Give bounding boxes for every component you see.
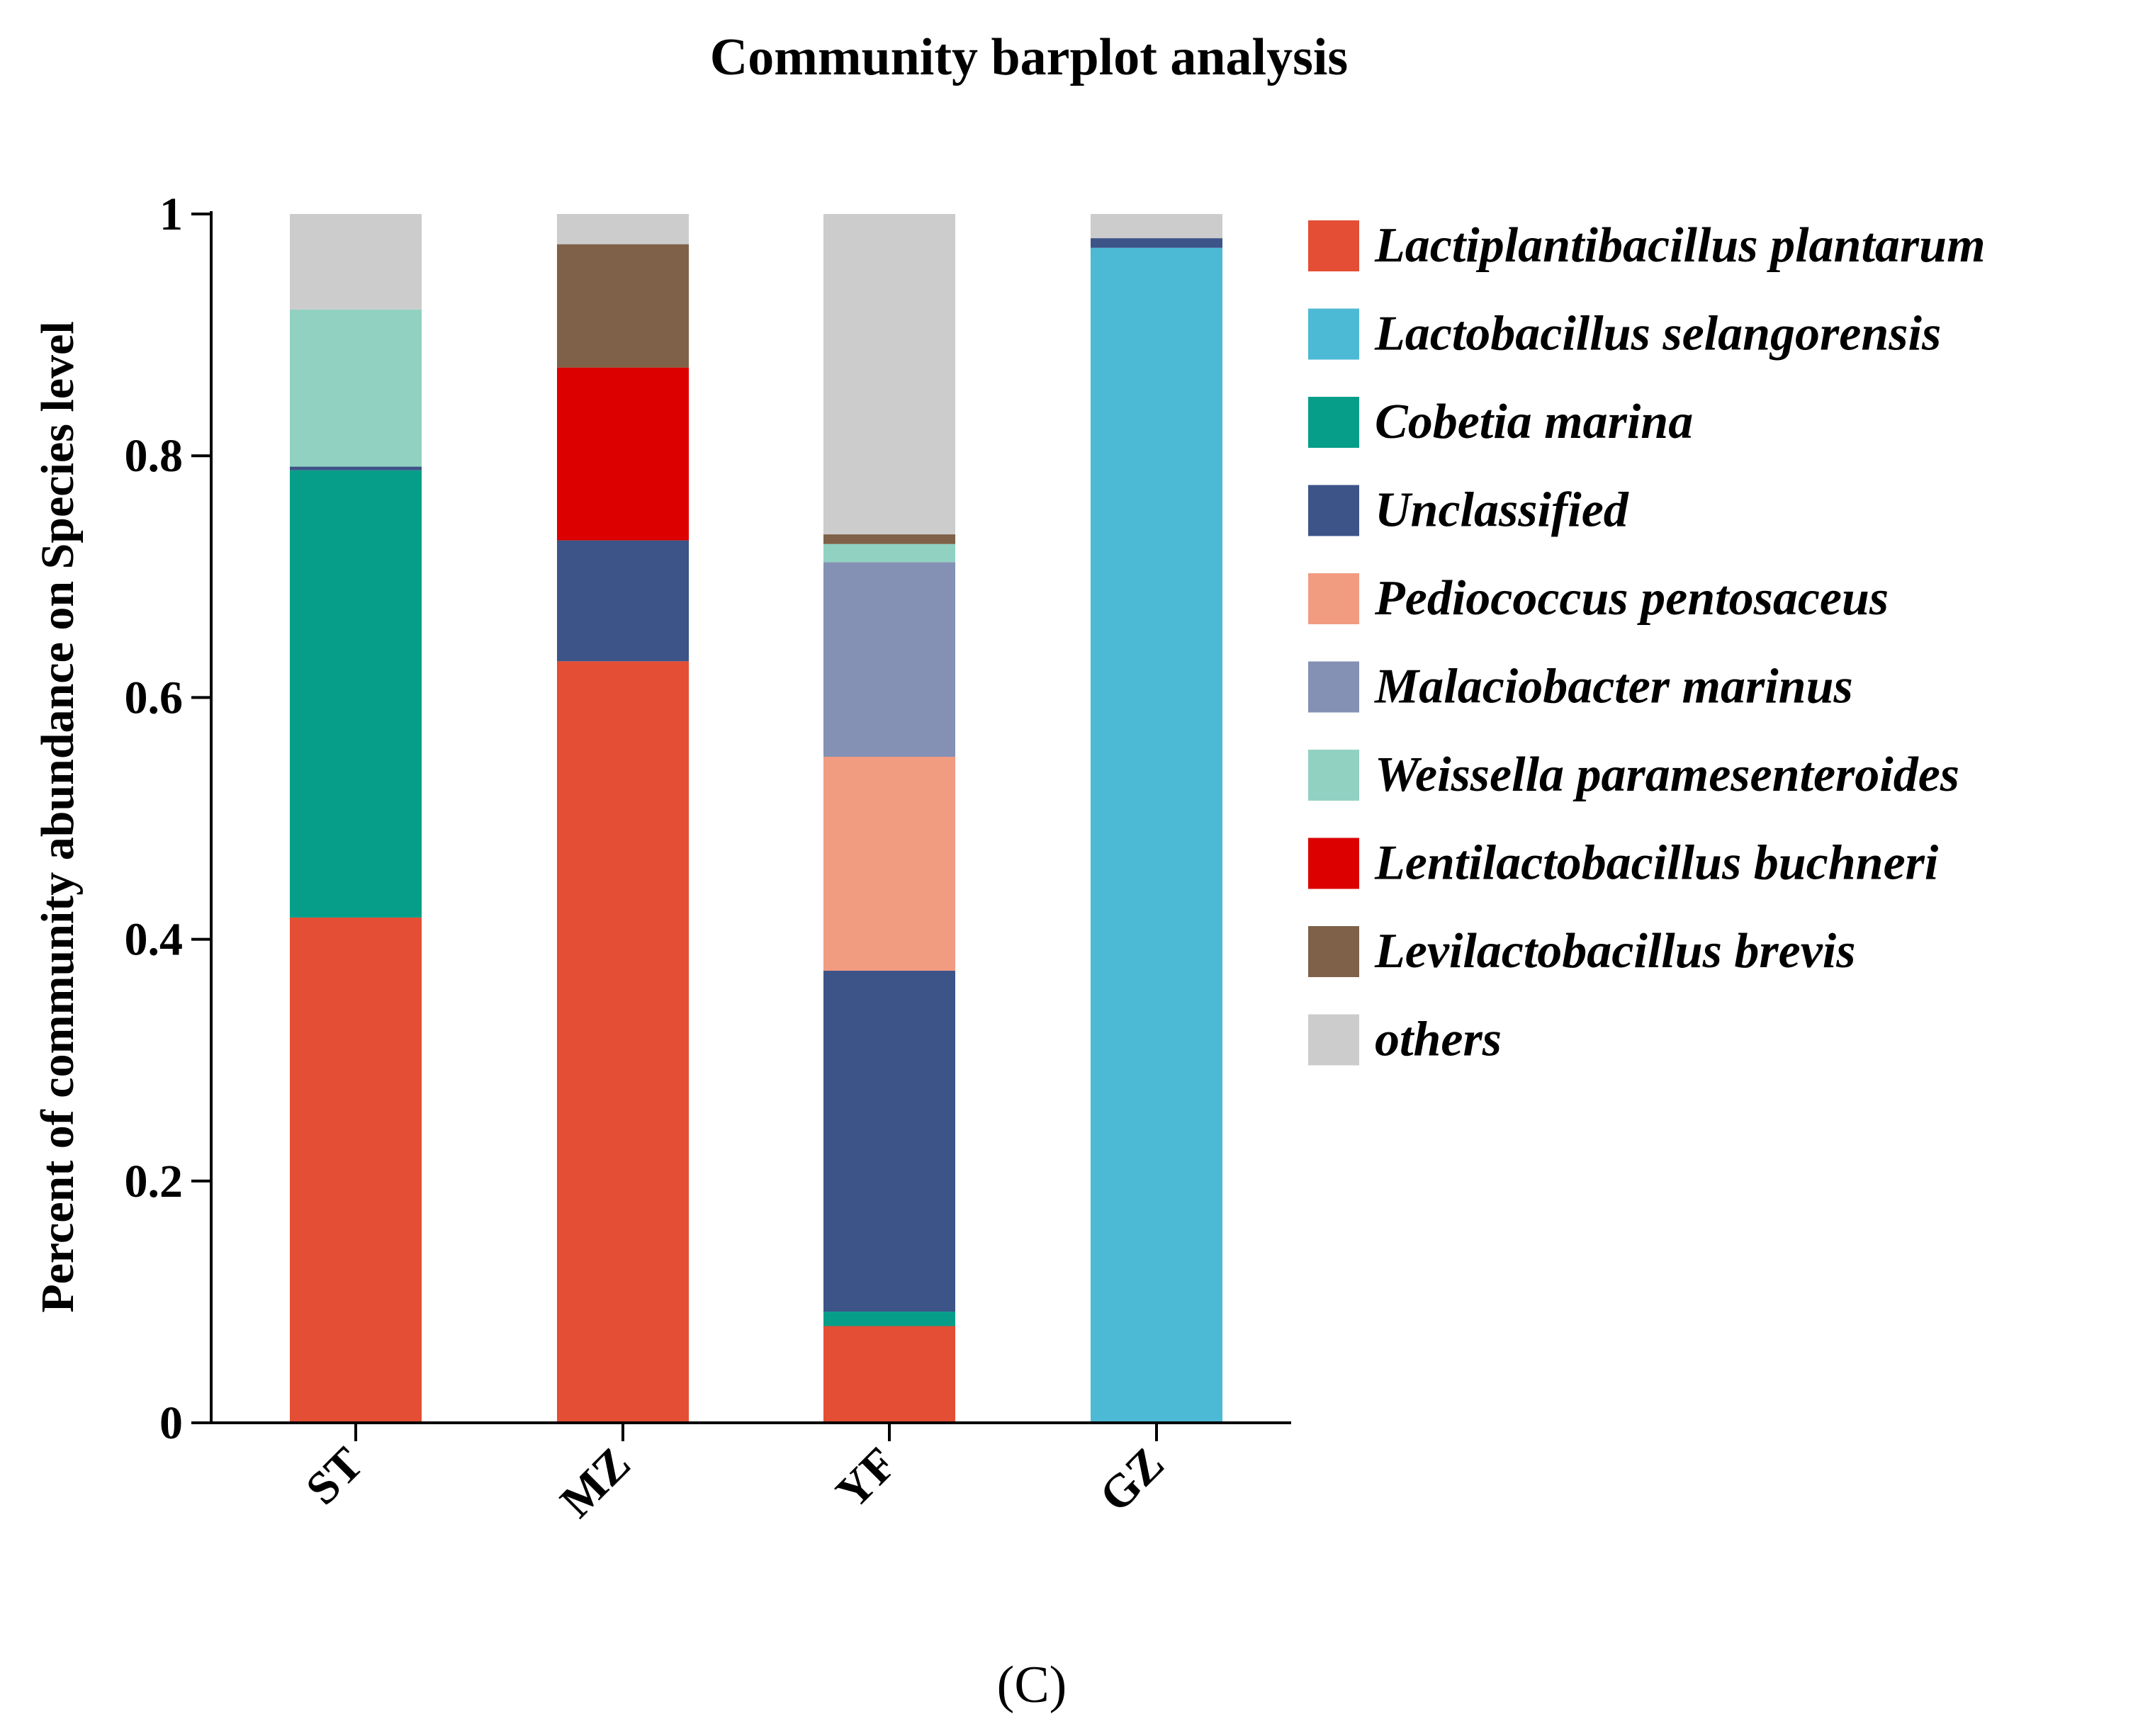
bar-segment-YF-3 xyxy=(823,1312,955,1326)
bar-segment-MZ-4 xyxy=(557,540,689,662)
legend-swatch xyxy=(1308,1014,1359,1066)
legend-label: Unclassified xyxy=(1375,483,1629,538)
legend-label: Lentilactobacillus buchneri xyxy=(1374,836,1939,891)
legend-swatch xyxy=(1308,397,1359,448)
y-tick-label: 0.2 xyxy=(125,1156,184,1207)
bar-segment-YF-1 xyxy=(823,1326,955,1423)
legend-swatch xyxy=(1308,573,1359,624)
legend-swatch xyxy=(1308,485,1359,536)
figure-caption: (C) xyxy=(997,1656,1067,1714)
bar-segment-YF-4 xyxy=(823,970,955,1312)
x-tick-label: MZ xyxy=(551,1438,641,1528)
legend-label: Lactiplantibacillus plantarum xyxy=(1374,218,1986,273)
legend-label: Weissella paramesenteroides xyxy=(1375,748,1959,802)
legend-swatch xyxy=(1308,838,1359,889)
bar-segment-MZ-1 xyxy=(557,661,689,1423)
legend-label: others xyxy=(1375,1013,1502,1067)
x-tick-label: GZ xyxy=(1090,1438,1174,1522)
legend-label: Lactobacillus selangorensis xyxy=(1374,307,1941,361)
bar-segment-YF-10 xyxy=(823,214,955,535)
bar-segment-ST-1 xyxy=(290,917,422,1423)
bar-segment-YF-9 xyxy=(823,534,955,544)
bar-segment-YF-5 xyxy=(823,756,955,971)
bar-segment-ST-10 xyxy=(290,214,422,310)
bar-segment-YF-6 xyxy=(823,562,955,757)
y-tick-label: 0.6 xyxy=(125,672,184,723)
bar-segment-ST-4 xyxy=(290,466,422,470)
bar-segment-MZ-10 xyxy=(557,214,689,244)
bar-segment-ST-7 xyxy=(290,309,422,467)
bar-segment-GZ-2 xyxy=(1091,247,1222,1423)
bar-segment-YF-7 xyxy=(823,543,955,563)
y-tick-label: 0.4 xyxy=(125,914,184,966)
legend: Lactiplantibacillus plantarum Lactobacill… xyxy=(1308,218,1986,1067)
legend-swatch xyxy=(1308,220,1359,271)
legend-label: Cobetia marina xyxy=(1375,395,1693,449)
x-tick-label: YF xyxy=(826,1438,907,1518)
chart-title: Community barplot analysis xyxy=(710,28,1348,86)
y-tick-label: 1 xyxy=(159,188,183,240)
bar-segment-GZ-10 xyxy=(1091,214,1222,239)
x-tick-label: ST xyxy=(296,1438,373,1515)
legend-swatch xyxy=(1308,661,1359,713)
y-axis-label: Percent of community abundance on Specie… xyxy=(32,321,84,1312)
legend-swatch xyxy=(1308,926,1359,977)
bar-segment-MZ-9 xyxy=(557,244,689,368)
bar-segment-ST-3 xyxy=(290,470,422,918)
legend-swatch xyxy=(1308,308,1359,360)
y-tick-label: 0.8 xyxy=(125,430,184,482)
bar-segment-MZ-8 xyxy=(557,367,689,541)
legend-label: Levilactobacillus brevis xyxy=(1374,924,1855,979)
legend-label: Malaciobacter marinus xyxy=(1374,660,1853,714)
legend-label: Pediococcus pentosaceus xyxy=(1374,571,1889,626)
bars-group xyxy=(290,214,1222,1423)
legend-swatch xyxy=(1308,750,1359,801)
bar-segment-GZ-4 xyxy=(1091,238,1222,248)
y-tick-label: 0 xyxy=(159,1397,183,1449)
